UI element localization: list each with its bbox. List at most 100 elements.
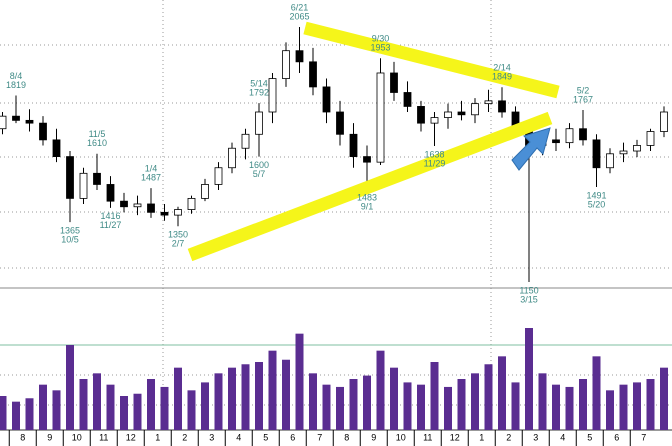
volume-bar	[403, 382, 412, 430]
marks	[0, 27, 668, 430]
annotation-price: 1416	[100, 211, 120, 221]
volume-bar	[579, 379, 587, 430]
trend-lines	[187, 21, 560, 262]
annotation-price: 1491	[586, 190, 606, 200]
volume-bar	[241, 364, 250, 430]
volume-bar	[538, 373, 547, 430]
volume-bar	[0, 396, 7, 430]
candle-body	[214, 167, 223, 185]
volume-bar	[187, 390, 196, 430]
volume-bar	[498, 356, 506, 430]
volume-bar	[606, 390, 614, 430]
annotation-date: 5/2	[577, 85, 590, 95]
x-tick-label: 2	[506, 432, 511, 442]
x-tick-label: 1	[479, 432, 484, 442]
volume-bar	[282, 359, 290, 430]
candle-body	[133, 203, 142, 208]
candle-body	[187, 197, 196, 210]
candle-body	[322, 86, 331, 113]
candle-body	[268, 78, 277, 113]
annotation-price: 1600	[249, 160, 269, 170]
volume-bar	[363, 375, 371, 430]
candle-body	[430, 117, 439, 124]
lower-trend-line	[187, 111, 553, 262]
candle-body	[417, 106, 425, 124]
volume-bar	[417, 384, 425, 430]
x-tick-label: 5	[587, 432, 592, 442]
x-tick-label: 4	[236, 432, 241, 442]
annotation-date: 3/15	[520, 294, 538, 304]
candle-body	[444, 111, 452, 118]
annotation-date: 8/4	[10, 71, 23, 81]
annotation-price: 1350	[168, 230, 188, 240]
candle-body	[363, 156, 371, 163]
volume-bar	[214, 373, 223, 430]
volume-bar	[160, 386, 169, 430]
annotation-price: 1767	[573, 94, 593, 104]
volume-bar	[120, 396, 128, 430]
candle-body	[646, 131, 655, 146]
annotation-date: 9/1	[361, 202, 374, 212]
x-tick-label: 3	[533, 432, 538, 442]
annotation-price: 1953	[370, 43, 390, 53]
candle-body	[349, 133, 358, 157]
candle-body	[66, 156, 74, 199]
upper-trend-line	[303, 21, 560, 99]
annotation-price: 1150	[519, 285, 538, 295]
annotation-price: 2065	[289, 11, 309, 21]
annotation-date: 9/30	[372, 34, 390, 44]
annotation-price: 1849	[492, 72, 512, 82]
volume-bar	[552, 384, 560, 430]
x-tick-label: 9	[371, 432, 376, 442]
volume-bar	[336, 386, 344, 430]
volume-bar	[133, 393, 142, 430]
candle-body	[403, 92, 412, 107]
volume-bar	[660, 367, 668, 430]
candle-body	[376, 72, 385, 163]
volume-bar	[349, 379, 358, 430]
annotation-price: 1483	[357, 193, 377, 203]
candle-body	[25, 119, 34, 124]
volume-bar	[525, 328, 533, 430]
volume-bar	[390, 367, 398, 430]
volume-bar	[565, 386, 574, 430]
volume-bar	[646, 379, 655, 430]
candle-body	[592, 139, 601, 169]
volume-bar	[309, 373, 317, 430]
x-tick-label: 12	[450, 432, 460, 442]
volume-bar	[39, 384, 47, 430]
volume-bar	[619, 384, 628, 430]
candle-body	[120, 200, 128, 208]
x-tick-label: 5	[263, 432, 268, 442]
candle-body	[471, 103, 479, 116]
candle-body	[579, 128, 587, 141]
candle-body	[282, 50, 290, 79]
candle-body	[606, 153, 614, 169]
labels: 8 9 10 11 12 1 2 3 4 5 6 7 8 9 10 11 12 1 2 3 4 5 6 78/41819136…	[6, 2, 646, 446]
annotation-date: 1/4	[145, 163, 158, 173]
annotation-date: 5/20	[588, 199, 606, 209]
candle-body	[295, 50, 304, 63]
x-tick-label: 2	[182, 432, 187, 442]
x-tick-label: 7	[641, 432, 646, 442]
volume-bar	[471, 373, 479, 430]
x-tick-label: 1	[155, 432, 160, 442]
x-tick-label: 4	[560, 432, 565, 442]
x-tick-label: 9	[47, 432, 52, 442]
candle-body	[498, 100, 506, 113]
candle-body	[39, 122, 47, 141]
candle-body	[457, 111, 466, 116]
candle-body	[309, 61, 317, 88]
x-tick-label: 8	[344, 432, 349, 442]
candle-body	[660, 111, 668, 132]
volume-bar	[268, 350, 277, 430]
annotation-date: 11/5	[89, 129, 106, 139]
annotation-price: 1610	[87, 138, 107, 148]
annotation-price: 1792	[249, 87, 269, 97]
volume-bar	[430, 362, 439, 430]
volume-bar	[147, 379, 155, 430]
annotation-date: 11/27	[100, 220, 122, 230]
x-tick-label: 10	[72, 432, 82, 442]
